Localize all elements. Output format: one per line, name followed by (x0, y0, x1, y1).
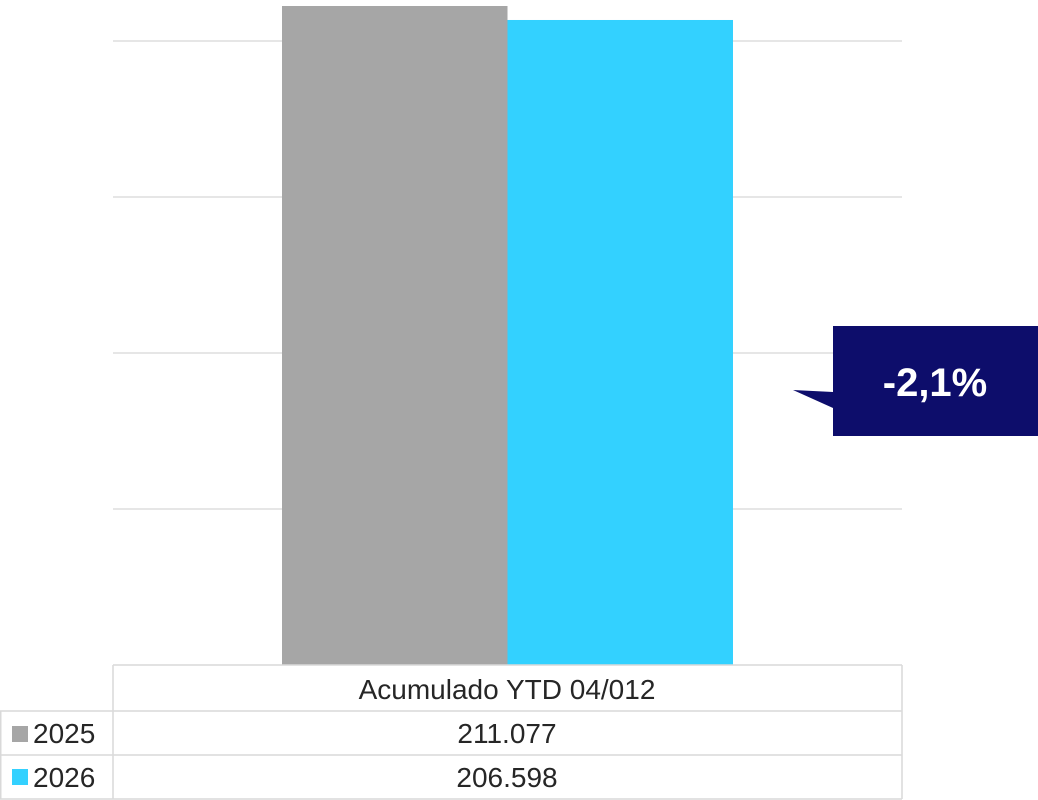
bars (282, 6, 733, 665)
bar-2026 (507, 19, 733, 665)
legend-label-2025: 2025 (33, 718, 95, 749)
data-label-2026: 206.598 (456, 762, 557, 793)
bar-2025 (282, 6, 508, 665)
change-callout: -2,1% (793, 326, 1038, 436)
data-label-2025: 211.077 (457, 718, 556, 749)
category-label: Acumulado YTD 04/012 (359, 674, 656, 705)
callout-text: -2,1% (883, 361, 988, 405)
legend-label-2026: 2026 (33, 762, 95, 793)
data-table: Acumulado YTD 04/012 2025 211.077 2026 2… (0, 664, 903, 800)
legend-swatch-2026 (12, 769, 28, 785)
legend-swatch-2025 (12, 726, 28, 742)
callout-box (793, 326, 1038, 436)
